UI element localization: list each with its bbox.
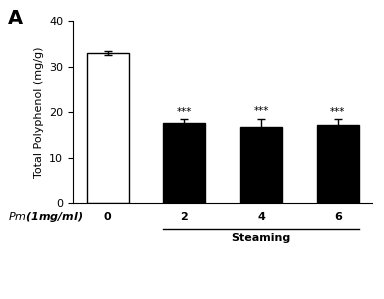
Bar [240,127,282,203]
Text: 2: 2 [180,212,188,222]
Text: 4: 4 [257,212,265,222]
Text: ***: *** [253,106,269,116]
Text: $\it{Pm}$(1mg/ml): $\it{Pm}$(1mg/ml) [8,210,83,224]
Bar [86,53,129,203]
Bar [317,125,359,203]
Text: ***: *** [330,107,346,117]
Text: 6: 6 [334,212,342,222]
Bar [163,123,205,203]
Text: ***: *** [177,107,192,117]
Text: Steaming: Steaming [232,233,291,243]
Text: A: A [8,9,23,28]
Text: 0: 0 [104,212,111,222]
Y-axis label: Total Polyphenol (mg/g): Total Polyphenol (mg/g) [33,46,43,178]
